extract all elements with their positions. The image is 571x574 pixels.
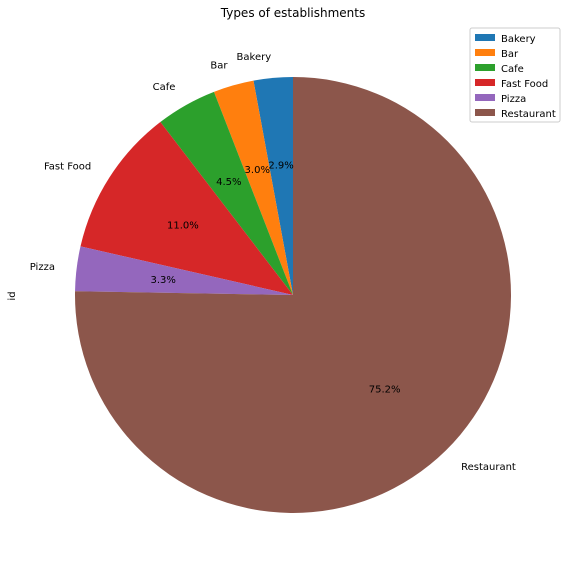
legend-label-pizza: Pizza <box>501 94 526 105</box>
legend-swatch-pizza <box>475 94 495 101</box>
chart-title: Types of establishments <box>220 6 365 20</box>
y-axis-label: id <box>7 291 18 300</box>
slice-label-cafe: Cafe <box>153 82 176 93</box>
legend-label-bakery: Bakery <box>501 34 536 45</box>
legend-swatch-cafe <box>475 64 495 71</box>
legend: Bakery Bar Cafe Fast Food Pizza Restaurant <box>469 27 561 123</box>
legend-label-fast-food: Fast Food <box>501 79 548 90</box>
legend-swatch-restaurant <box>475 109 495 116</box>
pie-slice-restaurant <box>75 77 511 513</box>
legend-label-bar: Bar <box>501 49 519 60</box>
legend-swatch-bakery <box>475 34 495 41</box>
pie-slice-bar <box>213 80 293 296</box>
slice-label-restaurant: Restaurant <box>461 462 516 473</box>
slice-percent-restaurant: 75.2% <box>369 384 401 395</box>
pie-slice-fast-food <box>80 121 294 295</box>
pie-slice-cafe <box>160 91 293 295</box>
pie-slice-bakery <box>253 77 293 295</box>
slice-percent-bar: 3.0% <box>245 165 270 176</box>
legend-label-restaurant: Restaurant <box>501 109 556 120</box>
slice-percent-labels: 2.9%3.0% 4.5% 11.0% 3.3% 75.2% <box>150 161 400 396</box>
slice-percent-cafe: 4.5% <box>216 177 241 188</box>
slice-label-fast-food: Fast Food <box>44 161 91 172</box>
legend-swatch-fast-food <box>475 79 495 86</box>
slice-label-pizza: Pizza <box>30 262 55 273</box>
pie-slices <box>75 77 511 513</box>
legend-swatch-bar <box>475 49 495 56</box>
legend-label-cafe: Cafe <box>501 64 524 75</box>
slice-label-bar: Bar <box>210 60 228 71</box>
slice-percent-fast-food: 11.0% <box>167 220 199 231</box>
slice-labels: Bakery Bar Cafe Fast Food Pizza Restaurant <box>30 52 516 473</box>
slice-percent-pizza: 3.3% <box>150 275 175 286</box>
pie-slice-pizza <box>75 246 293 295</box>
slice-percent-bakery: 2.9% <box>268 161 293 172</box>
slice-label-bakery: Bakery <box>237 52 272 63</box>
